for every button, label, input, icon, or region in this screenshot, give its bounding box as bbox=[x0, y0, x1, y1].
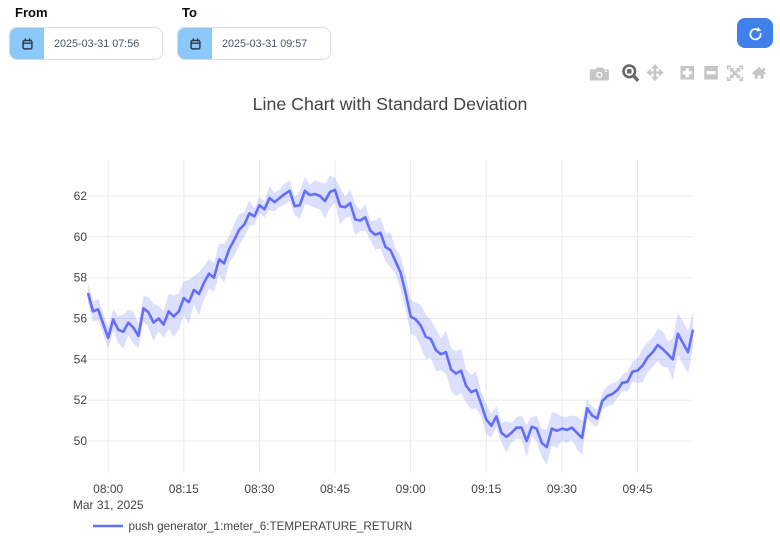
svg-text:56: 56 bbox=[74, 312, 88, 326]
svg-text:08:00: 08:00 bbox=[93, 482, 123, 496]
svg-text:Mar 31, 2025: Mar 31, 2025 bbox=[73, 498, 144, 512]
svg-text:08:15: 08:15 bbox=[169, 482, 199, 496]
svg-text:09:15: 09:15 bbox=[471, 482, 501, 496]
svg-text:60: 60 bbox=[74, 230, 88, 244]
svg-text:08:30: 08:30 bbox=[244, 482, 274, 496]
svg-text:09:30: 09:30 bbox=[547, 482, 577, 496]
svg-text:09:00: 09:00 bbox=[396, 482, 426, 496]
svg-text:09:45: 09:45 bbox=[622, 482, 652, 496]
svg-text:54: 54 bbox=[74, 352, 88, 366]
svg-text:62: 62 bbox=[74, 189, 88, 203]
svg-text:08:45: 08:45 bbox=[320, 482, 350, 496]
svg-text:push generator_1:meter_6:TEMPE: push generator_1:meter_6:TEMPERATURE_RET… bbox=[129, 520, 413, 533]
svg-text:Line Chart with Standard Devia: Line Chart with Standard Deviation bbox=[253, 94, 528, 114]
svg-text:52: 52 bbox=[74, 393, 88, 407]
svg-text:50: 50 bbox=[74, 434, 88, 448]
svg-text:58: 58 bbox=[74, 271, 88, 285]
